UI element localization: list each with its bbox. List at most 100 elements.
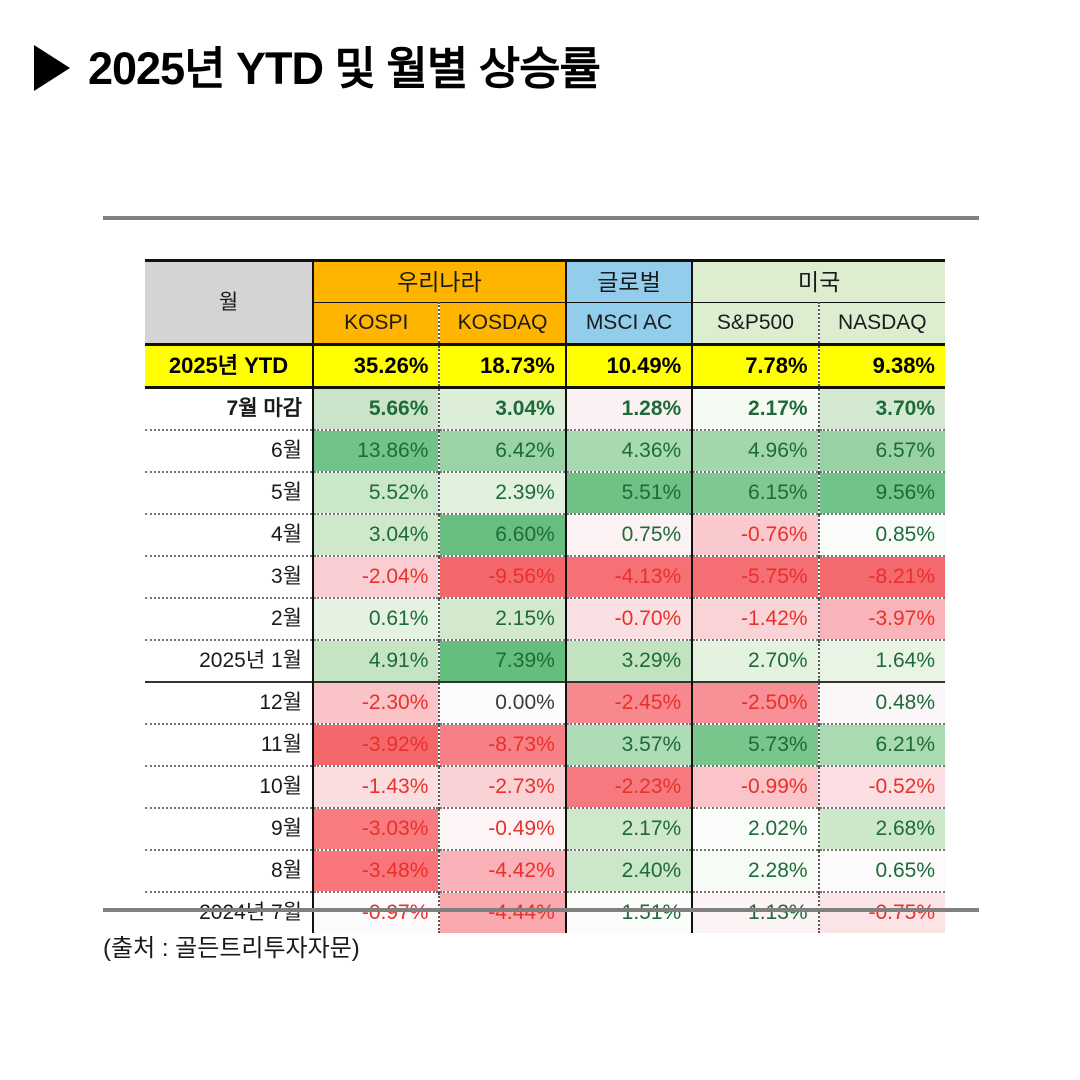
cell-nasdaq: 0.85%: [818, 513, 945, 556]
header-month: 월: [145, 259, 314, 346]
table-row: 4월 3.04% 6.60% 0.75% -0.76% 0.85%: [145, 513, 945, 556]
page-title-text: 2025년 YTD 및 월별 상승률: [88, 42, 601, 94]
table-row: 9월 -3.03% -0.49% 2.17% 2.02% 2.68%: [145, 807, 945, 850]
cell-msci-ac: -2.23%: [565, 765, 694, 808]
header-group-us: 미국: [692, 259, 945, 303]
cell-kospi: -3.03%: [313, 807, 441, 850]
table-row: 2024년 7월 -0.97% -4.44% 1.51% 1.13% -0.75%: [145, 891, 945, 935]
cell-s-p500: 2.02%: [692, 807, 820, 850]
cell-kospi: 5.66%: [313, 387, 441, 430]
cell-kosdaq: 6.42%: [439, 429, 567, 472]
table-row: 2월 0.61% 2.15% -0.70% -1.42% -3.97%: [145, 597, 945, 640]
table-row: 2025년 1월 4.91% 7.39% 3.29% 2.70% 1.64%: [145, 639, 945, 682]
header-index-kosdaq: KOSDAQ: [439, 302, 567, 346]
cell-kospi: -1.43%: [313, 765, 441, 808]
cell-nasdaq: -3.97%: [818, 597, 945, 640]
table-row: 12월 -2.30% 0.00% -2.45% -2.50% 0.48%: [145, 681, 945, 724]
table-row: 11월 -3.92% -8.73% 3.57% 5.73% 6.21%: [145, 723, 945, 766]
cell-nasdaq: 6.57%: [818, 429, 945, 472]
table-row: 3월 -2.04% -9.56% -4.13% -5.75% -8.21%: [145, 555, 945, 598]
cell-kosdaq: -4.42%: [439, 849, 567, 892]
cell-kospi: 5.52%: [313, 471, 441, 514]
cell-msci-ac: 2.17%: [565, 807, 694, 850]
row-label: 4월: [145, 513, 314, 556]
cell-nasdaq: 9.38%: [818, 344, 945, 389]
cell-s-p500: -0.76%: [692, 513, 820, 556]
cell-s-p500: 6.15%: [692, 471, 820, 514]
cell-kosdaq: -4.44%: [439, 891, 567, 935]
cell-s-p500: 7.78%: [692, 344, 820, 389]
row-label: 2024년 7월: [145, 891, 314, 935]
cell-kospi: 3.04%: [313, 513, 441, 556]
monthly-return-table: 월 우리나라 글로벌 미국 KOSPI KOSDAQ MSCI AC S&P50…: [145, 259, 945, 935]
cell-s-p500: 2.17%: [692, 387, 820, 430]
cell-msci-ac: 3.57%: [565, 723, 694, 766]
cell-kosdaq: -0.49%: [439, 807, 567, 850]
cell-nasdaq: 3.70%: [818, 387, 945, 430]
header-index-nasdaq: NASDAQ: [818, 302, 945, 346]
cell-msci-ac: 0.75%: [565, 513, 694, 556]
cell-msci-ac: 3.29%: [565, 639, 694, 682]
row-label: 2월: [145, 597, 314, 640]
cell-s-p500: -1.42%: [692, 597, 820, 640]
cell-kosdaq: 0.00%: [439, 681, 567, 724]
cell-kospi: -0.97%: [313, 891, 441, 935]
cell-kosdaq: -9.56%: [439, 555, 567, 598]
cell-kospi: -2.04%: [313, 555, 441, 598]
table-row: 2025년 YTD 35.26% 18.73% 10.49% 7.78% 9.38%: [145, 344, 945, 389]
table-head: 월 우리나라 글로벌 미국 KOSPI KOSDAQ MSCI AC S&P50…: [145, 259, 945, 346]
cell-msci-ac: 4.36%: [565, 429, 694, 472]
cell-s-p500: 5.73%: [692, 723, 820, 766]
header-group-korea: 우리나라: [313, 259, 567, 303]
cell-kosdaq: 2.39%: [439, 471, 567, 514]
cell-kosdaq: 18.73%: [439, 344, 567, 389]
table-header-index-row: KOSPI KOSDAQ MSCI AC S&P500 NASDAQ: [145, 302, 945, 346]
cell-nasdaq: 1.64%: [818, 639, 945, 682]
cell-kospi: -3.92%: [313, 723, 441, 766]
row-label: 12월: [145, 681, 314, 724]
table-row: 5월 5.52% 2.39% 5.51% 6.15% 9.56%: [145, 471, 945, 514]
cell-s-p500: 1.13%: [692, 891, 820, 935]
cell-s-p500: 2.28%: [692, 849, 820, 892]
cell-kosdaq: -2.73%: [439, 765, 567, 808]
rate-table-container: 월 우리나라 글로벌 미국 KOSPI KOSDAQ MSCI AC S&P50…: [145, 259, 945, 935]
cell-kosdaq: 7.39%: [439, 639, 567, 682]
triangle-right-icon: [34, 45, 70, 91]
table-row: 6월 13.86% 6.42% 4.36% 4.96% 6.57%: [145, 429, 945, 472]
cell-s-p500: -5.75%: [692, 555, 820, 598]
table-row: 10월 -1.43% -2.73% -2.23% -0.99% -0.52%: [145, 765, 945, 808]
row-label: 6월: [145, 429, 314, 472]
header-index-sp500: S&P500: [692, 302, 820, 346]
cell-s-p500: -2.50%: [692, 681, 820, 724]
cell-msci-ac: 1.28%: [565, 387, 694, 430]
cell-kosdaq: -8.73%: [439, 723, 567, 766]
header-index-kospi: KOSPI: [313, 302, 441, 346]
divider-top: [103, 216, 979, 220]
cell-kosdaq: 6.60%: [439, 513, 567, 556]
divider-bottom: [103, 908, 979, 912]
cell-kospi: 35.26%: [313, 344, 441, 389]
cell-msci-ac: 5.51%: [565, 471, 694, 514]
row-label: 7월 마감: [145, 387, 314, 430]
row-label: 3월: [145, 555, 314, 598]
cell-kospi: 0.61%: [313, 597, 441, 640]
row-label: 8월: [145, 849, 314, 892]
cell-kospi: 4.91%: [313, 639, 441, 682]
cell-kosdaq: 2.15%: [439, 597, 567, 640]
cell-nasdaq: -0.52%: [818, 765, 945, 808]
cell-nasdaq: 9.56%: [818, 471, 945, 514]
cell-nasdaq: 2.68%: [818, 807, 945, 850]
header-group-global: 글로벌: [565, 259, 694, 303]
cell-nasdaq: -0.75%: [818, 891, 945, 935]
row-label: 5월: [145, 471, 314, 514]
cell-msci-ac: -2.45%: [565, 681, 694, 724]
row-label: 9월: [145, 807, 314, 850]
cell-nasdaq: 0.48%: [818, 681, 945, 724]
cell-kosdaq: 3.04%: [439, 387, 567, 430]
header-index-msci-ac: MSCI AC: [565, 302, 694, 346]
cell-msci-ac: -0.70%: [565, 597, 694, 640]
cell-nasdaq: -8.21%: [818, 555, 945, 598]
table-body: 2025년 YTD 35.26% 18.73% 10.49% 7.78% 9.38% 7월 …: [145, 344, 945, 935]
cell-s-p500: 4.96%: [692, 429, 820, 472]
